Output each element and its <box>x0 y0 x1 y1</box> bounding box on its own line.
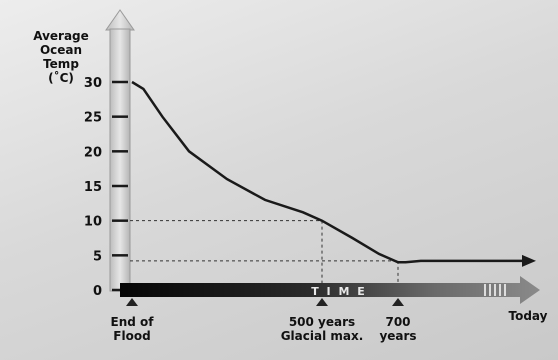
y-axis-shaft <box>109 28 131 292</box>
x-marker-triangle <box>316 298 328 306</box>
x-marker-triangle <box>392 298 404 306</box>
y-axis-label-line-2: Ocean <box>40 43 82 57</box>
y-tick-label: 30 <box>84 76 102 91</box>
x-marker-label: Glacial max. <box>281 329 364 343</box>
ocean-temp-line-arrowhead <box>522 254 536 267</box>
x-marker-label: Flood <box>113 329 150 343</box>
timeline-label: T I M E <box>311 285 367 298</box>
x-marker-triangle <box>126 298 138 306</box>
x-marker-label: 500 years <box>289 315 355 329</box>
y-axis-label-line-3: Temp <box>43 57 79 71</box>
y-axis-bar <box>105 9 135 31</box>
x-marker-label: End of <box>111 315 155 329</box>
ocean-temp-line <box>131 80 522 264</box>
timeline-arrow <box>120 276 540 304</box>
timeline-end-hatch <box>484 284 506 296</box>
y-tick-label: 0 <box>93 284 102 299</box>
y-tick-label: 10 <box>84 215 102 230</box>
y-tick-label: 15 <box>84 180 102 195</box>
y-tick-label: 25 <box>84 111 102 126</box>
y-axis-label-line-4: (˚C) <box>48 70 74 85</box>
y-tick-label: 5 <box>93 249 102 264</box>
y-axis-label-line-1: Average <box>33 29 89 43</box>
x-end-label: Today <box>509 309 548 323</box>
y-tick-label: 20 <box>84 145 102 160</box>
x-marker-label: 700 <box>385 315 410 329</box>
x-marker-label: years <box>379 329 416 343</box>
